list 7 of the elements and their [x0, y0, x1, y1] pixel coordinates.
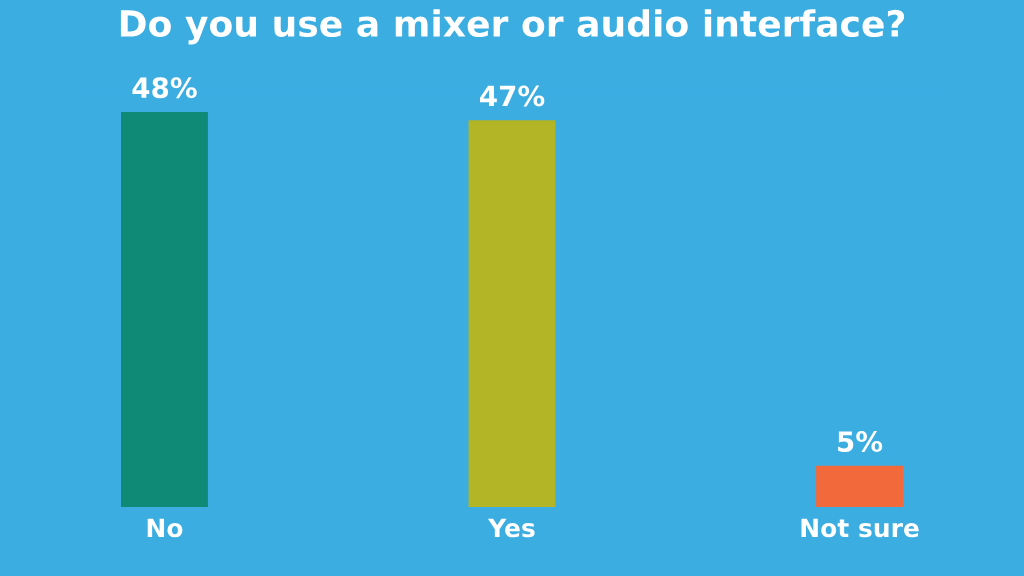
- data-label: 48%: [132, 77, 197, 99]
- x-tick-label: No: [147, 518, 183, 538]
- data-label: 5%: [838, 431, 883, 453]
- chart-title: Do you use a mixer or audio interface?: [120, 9, 905, 45]
- x-tick-label: Yes: [487, 518, 535, 538]
- data-label: 47%: [480, 85, 545, 107]
- x-tick-label: Not sure: [801, 518, 919, 538]
